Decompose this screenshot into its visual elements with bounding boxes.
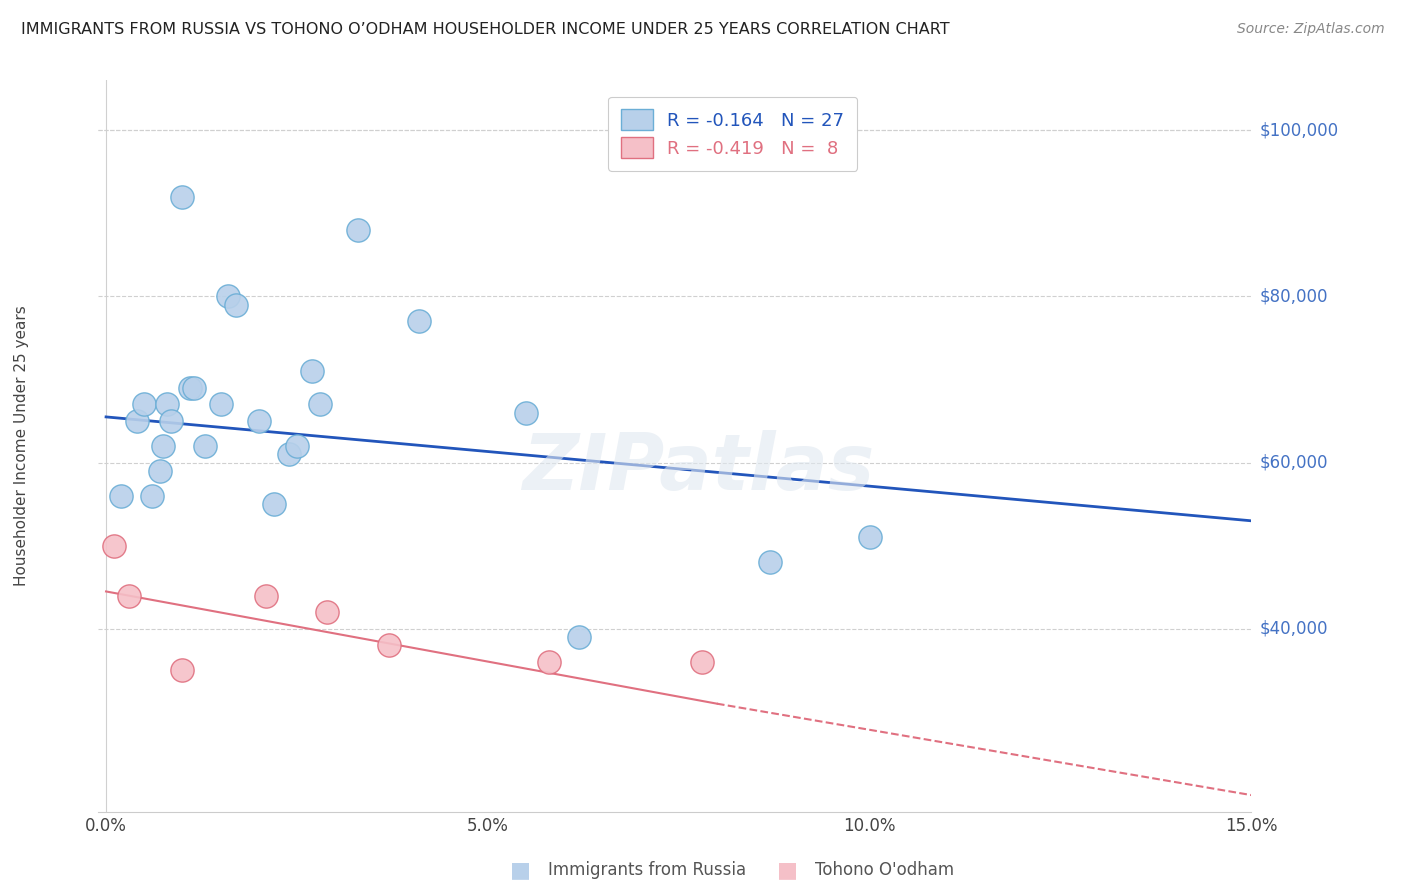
Legend: R = -0.164   N = 27, R = -0.419   N =  8: R = -0.164 N = 27, R = -0.419 N = 8	[607, 96, 858, 171]
Point	[377, 639, 399, 653]
Point	[172, 189, 194, 203]
Text: Tohono O'odham: Tohono O'odham	[815, 861, 955, 879]
Point	[347, 223, 370, 237]
Point	[759, 555, 782, 569]
Point	[179, 381, 201, 395]
Text: $40,000: $40,000	[1260, 620, 1329, 638]
Point	[690, 655, 713, 669]
Text: ZIPatlas: ZIPatlas	[522, 430, 875, 506]
Text: Immigrants from Russia: Immigrants from Russia	[548, 861, 747, 879]
Point	[209, 397, 232, 411]
Point	[148, 464, 170, 478]
Point	[278, 447, 301, 461]
Text: $60,000: $60,000	[1260, 454, 1329, 472]
Text: IMMIGRANTS FROM RUSSIA VS TOHONO O’ODHAM HOUSEHOLDER INCOME UNDER 25 YEARS CORRE: IMMIGRANTS FROM RUSSIA VS TOHONO O’ODHAM…	[21, 22, 949, 37]
Point	[254, 589, 277, 603]
Point	[118, 589, 141, 603]
Point	[194, 439, 217, 453]
Text: ■: ■	[778, 860, 797, 880]
Point	[156, 397, 179, 411]
Point	[408, 314, 430, 328]
Point	[225, 298, 247, 312]
Point	[308, 397, 330, 411]
Point	[858, 530, 880, 544]
Point	[134, 397, 156, 411]
Point	[263, 497, 285, 511]
Point	[285, 439, 308, 453]
Text: $100,000: $100,000	[1260, 121, 1339, 139]
Point	[217, 289, 239, 303]
Point	[301, 364, 323, 378]
Point	[172, 664, 194, 678]
Point	[247, 414, 270, 428]
Point	[125, 414, 148, 428]
Point	[568, 630, 591, 644]
Point	[316, 605, 339, 619]
Point	[103, 539, 125, 553]
Point	[152, 439, 174, 453]
Point	[110, 489, 132, 503]
Point	[141, 489, 163, 503]
Text: $80,000: $80,000	[1260, 287, 1329, 305]
Point	[537, 655, 560, 669]
Point	[515, 406, 537, 420]
Point	[160, 414, 183, 428]
Point	[183, 381, 205, 395]
Text: Householder Income Under 25 years: Householder Income Under 25 years	[14, 306, 28, 586]
Text: Source: ZipAtlas.com: Source: ZipAtlas.com	[1237, 22, 1385, 37]
Text: ■: ■	[510, 860, 530, 880]
